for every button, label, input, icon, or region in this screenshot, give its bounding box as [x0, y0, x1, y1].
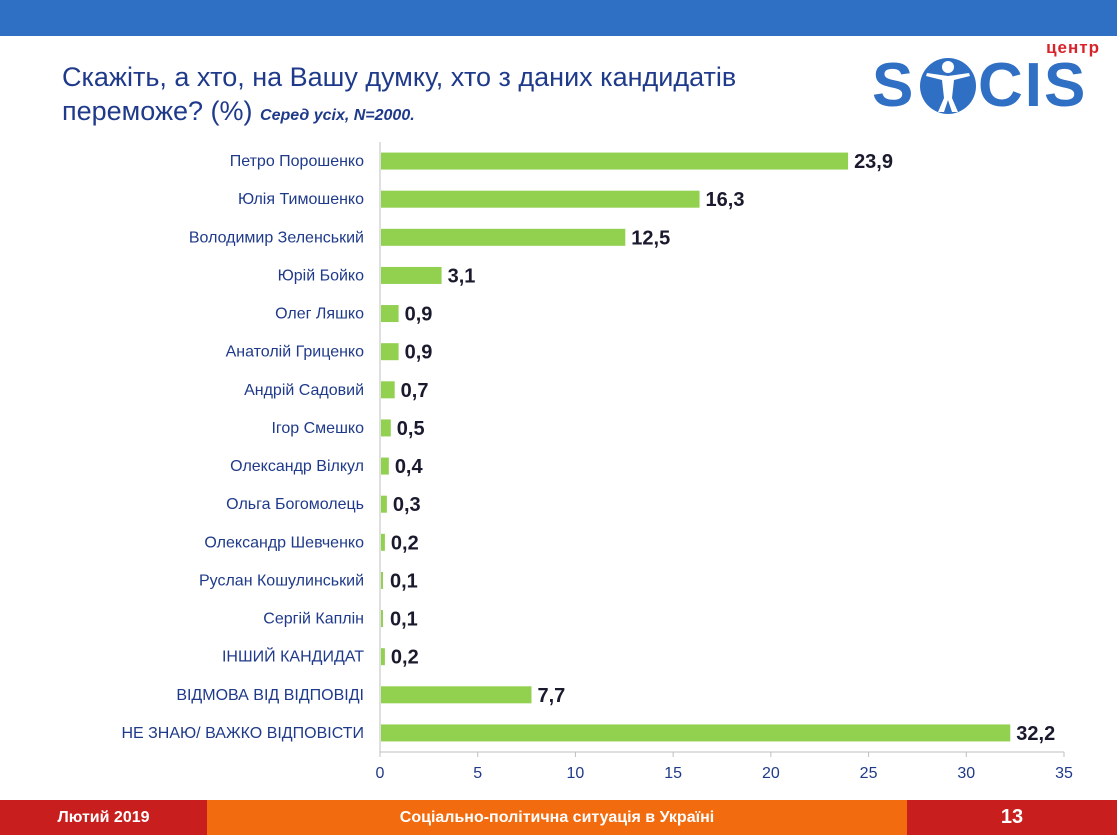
x-tick-label: 15 [664, 765, 682, 782]
footer-bar: Лютий 2019 Соціально-політична ситуація … [0, 800, 1117, 835]
category-label: Олександр Шевченко [204, 534, 364, 551]
category-label: ВІДМОВА ВІД ВІДПОВІДІ [176, 687, 364, 704]
category-label: Руслан Кошулинський [199, 572, 364, 589]
x-tick-label: 10 [567, 765, 585, 782]
data-label: 0,1 [390, 570, 418, 592]
category-label: Юлія Тимошенко [238, 191, 364, 208]
category-label: Юрій Бойко [278, 267, 365, 284]
title-text: Скажіть, а хто, на Вашу думку, хто з дан… [62, 62, 737, 126]
bar [381, 305, 399, 323]
bar [381, 228, 626, 246]
bar [381, 343, 399, 361]
x-tick-label: 35 [1055, 765, 1073, 782]
data-label: 0,2 [391, 532, 419, 554]
bar [381, 571, 383, 589]
category-label: Петро Порошенко [230, 153, 364, 170]
bar [381, 610, 383, 628]
data-label: 32,2 [1016, 723, 1055, 745]
data-label: 0,4 [395, 456, 424, 478]
logo-graphic: S CIS [872, 54, 1087, 116]
category-label: Андрій Садовий [244, 382, 364, 399]
x-tick-label: 5 [473, 765, 482, 782]
bar [381, 381, 395, 399]
bar [381, 724, 1011, 742]
x-tick-label: 20 [762, 765, 780, 782]
footer-page-number: 13 [907, 800, 1117, 835]
bar [381, 190, 700, 208]
footer-topic: Соціально-політична ситуація в Україні [207, 800, 907, 835]
bar [381, 419, 391, 437]
data-label: 16,3 [706, 189, 745, 211]
x-tick-label: 0 [376, 765, 385, 782]
data-label: 0,9 [405, 342, 433, 364]
bar [381, 457, 389, 475]
data-label: 3,1 [448, 265, 476, 287]
bar [381, 495, 387, 513]
data-label: 0,9 [405, 304, 433, 326]
header-bar [0, 0, 1117, 36]
category-label: Ольга Богомолець [226, 496, 364, 513]
svg-text:CIS: CIS [978, 54, 1087, 116]
bar-chart: Петро Порошенко 23,9 Юлія Тимошенко 16,3 Вол… [121, 142, 1073, 782]
data-label: 0,2 [391, 647, 419, 669]
category-label: Сергій Каплін [263, 611, 364, 628]
bar [381, 533, 385, 551]
subtitle-text: Серед усіх, N=2000. [260, 107, 415, 124]
svg-text:S: S [872, 54, 915, 116]
category-label: Володимир Зеленський [189, 229, 364, 246]
socis-logo: центр S CIS [870, 36, 1100, 116]
logo-top-text: центр [1046, 38, 1100, 57]
data-label: 12,5 [631, 227, 670, 249]
category-label: Олег Ляшко [275, 306, 364, 323]
x-tick-label: 30 [957, 765, 975, 782]
bar [381, 152, 849, 170]
data-label: 0,5 [397, 418, 425, 440]
category-label: Олександр Вілкул [230, 458, 364, 475]
slide-title: Скажіть, а хто, на Вашу думку, хто з дан… [62, 60, 822, 133]
bar [381, 686, 532, 704]
category-label: НЕ ЗНАЮ/ ВАЖКО ВІДПОВІСТИ [121, 725, 364, 742]
data-label: 0,7 [401, 380, 429, 402]
x-tick-label: 25 [860, 765, 878, 782]
category-label: ІНШИЙ КАНДИДАТ [222, 647, 364, 666]
category-label: Ігор Смешко [271, 420, 364, 437]
bar [381, 648, 385, 666]
data-label: 0,1 [390, 609, 418, 631]
data-label: 7,7 [537, 685, 565, 707]
category-label: Анатолій Гриценко [226, 344, 365, 361]
bar [381, 266, 442, 284]
data-label: 23,9 [854, 151, 893, 173]
data-label: 0,3 [393, 494, 421, 516]
footer-date: Лютий 2019 [0, 800, 207, 835]
